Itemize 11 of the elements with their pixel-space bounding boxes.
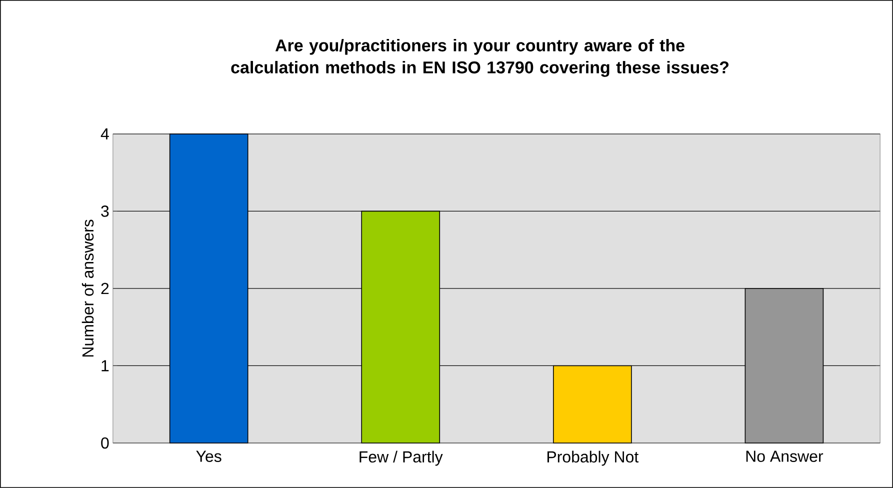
y-tick-label: 2 bbox=[101, 282, 109, 294]
y-tick-label: 1 bbox=[102, 360, 109, 372]
x-tick-label: No Answer bbox=[746, 450, 824, 462]
x-tick-label: Yes bbox=[196, 450, 222, 462]
y-tick-label: 3 bbox=[101, 206, 109, 217]
y-tick-label: 4 bbox=[100, 128, 109, 140]
x-tick-label: Few / Partly bbox=[360, 450, 443, 466]
y-axis-title: Number of answers bbox=[82, 220, 94, 357]
x-tick-label: Probably Not bbox=[547, 450, 639, 466]
chart-title: Are you/practitioners in your country aware of the calculation methods in EN ISO 13790 covering these issues? bbox=[231, 39, 728, 77]
y-tick-label: 0 bbox=[101, 437, 109, 449]
